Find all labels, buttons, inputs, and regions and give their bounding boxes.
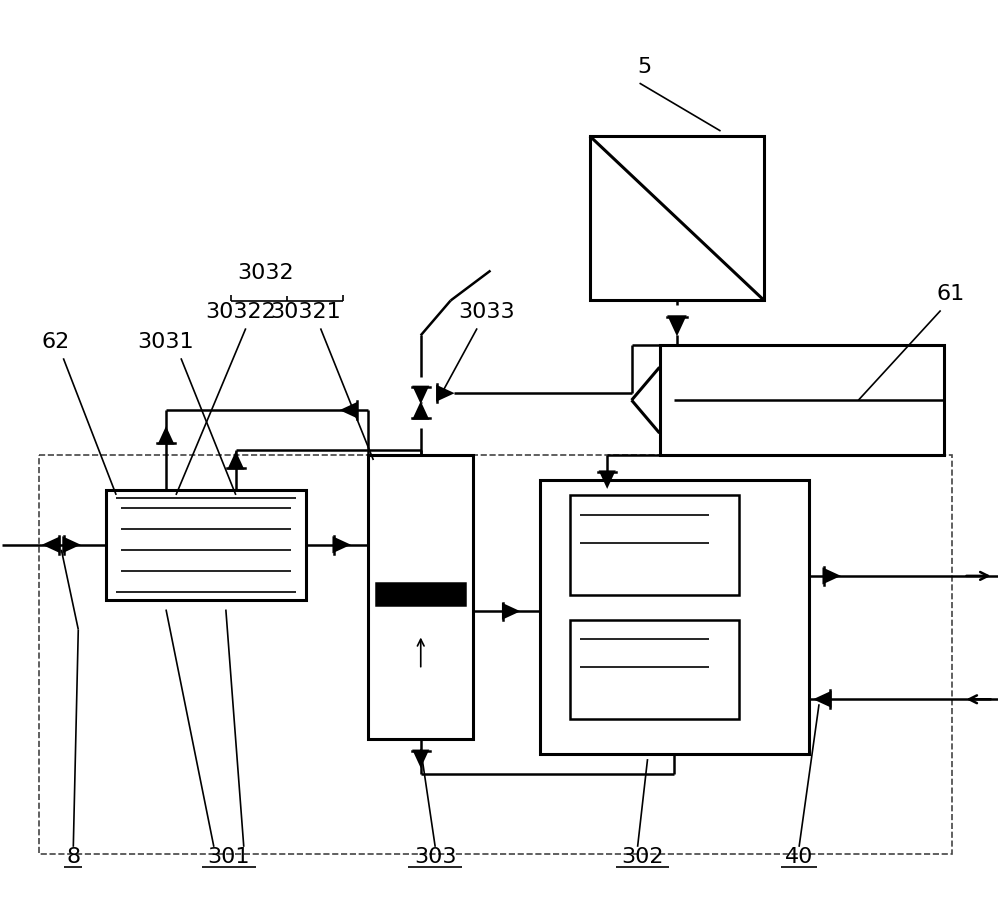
Text: 303: 303 — [414, 846, 456, 866]
Text: 5: 5 — [637, 58, 652, 77]
Bar — [660, 345, 944, 455]
Bar — [376, 583, 465, 605]
Polygon shape — [45, 538, 59, 551]
Text: 3031: 3031 — [138, 333, 194, 352]
Polygon shape — [414, 750, 427, 765]
Bar — [39, 455, 952, 854]
Text: 40: 40 — [785, 846, 813, 866]
Polygon shape — [503, 605, 517, 618]
Polygon shape — [414, 404, 427, 419]
Polygon shape — [816, 693, 830, 706]
Polygon shape — [414, 387, 427, 401]
Text: 61: 61 — [937, 284, 965, 304]
Text: 8: 8 — [66, 846, 80, 866]
Polygon shape — [159, 429, 173, 443]
Bar — [590, 136, 764, 301]
Text: 3032: 3032 — [237, 262, 294, 282]
Bar — [106, 490, 306, 600]
Polygon shape — [342, 404, 357, 417]
Text: 301: 301 — [208, 846, 250, 866]
Bar — [368, 455, 473, 739]
Polygon shape — [669, 316, 685, 334]
Polygon shape — [334, 538, 348, 551]
Polygon shape — [601, 472, 614, 486]
Bar — [570, 620, 739, 719]
Text: 3033: 3033 — [459, 303, 515, 323]
Bar — [570, 494, 739, 595]
Polygon shape — [229, 454, 242, 468]
Polygon shape — [437, 387, 452, 399]
Text: 302: 302 — [621, 846, 664, 866]
Polygon shape — [64, 538, 78, 551]
Polygon shape — [824, 569, 838, 582]
Text: 30322: 30322 — [205, 303, 276, 323]
Text: 30321: 30321 — [270, 303, 341, 323]
Text: 62: 62 — [41, 333, 69, 352]
Bar — [540, 480, 809, 754]
